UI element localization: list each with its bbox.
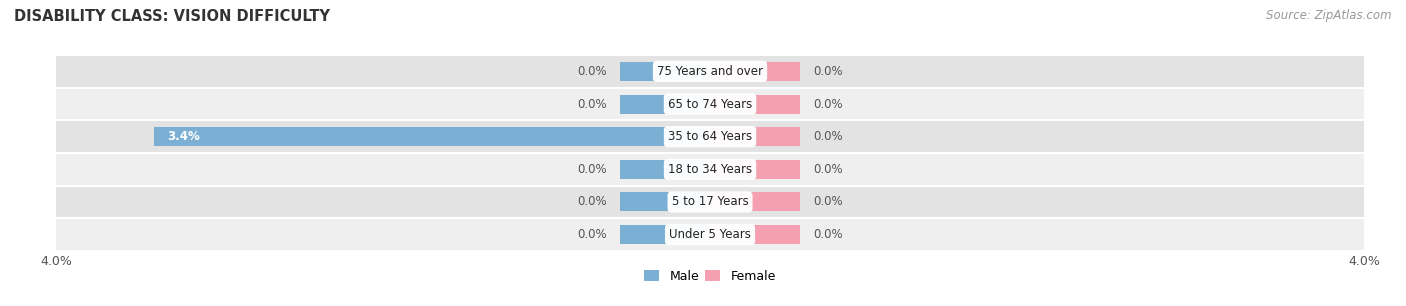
Text: 0.0%: 0.0% [578, 196, 607, 208]
Text: 0.0%: 0.0% [578, 65, 607, 78]
Bar [710, 160, 800, 179]
Text: 18 to 34 Years: 18 to 34 Years [668, 163, 752, 176]
Bar [710, 225, 800, 244]
Text: 5 to 17 Years: 5 to 17 Years [672, 196, 748, 208]
Text: 0.0%: 0.0% [813, 228, 842, 241]
Text: 3.4%: 3.4% [167, 130, 200, 143]
Text: 0.0%: 0.0% [578, 98, 607, 110]
Text: Under 5 Years: Under 5 Years [669, 228, 751, 241]
Bar [56, 153, 1364, 186]
Bar [56, 55, 1364, 88]
Bar [710, 192, 800, 211]
Text: 0.0%: 0.0% [813, 65, 842, 78]
Text: 0.0%: 0.0% [813, 130, 842, 143]
Text: Source: ZipAtlas.com: Source: ZipAtlas.com [1267, 9, 1392, 22]
Bar [620, 95, 710, 114]
Bar [56, 186, 1364, 218]
Bar [56, 218, 1364, 251]
Bar [620, 62, 710, 81]
Text: 0.0%: 0.0% [578, 163, 607, 176]
Legend: Male, Female: Male, Female [640, 265, 780, 288]
Bar [620, 160, 710, 179]
Bar [620, 225, 710, 244]
Bar [710, 95, 800, 114]
Text: 0.0%: 0.0% [813, 98, 842, 110]
Text: 0.0%: 0.0% [578, 228, 607, 241]
Bar [56, 120, 1364, 153]
Bar [155, 127, 710, 146]
Text: 0.0%: 0.0% [813, 196, 842, 208]
Text: 0.0%: 0.0% [813, 163, 842, 176]
Bar [620, 192, 710, 211]
Text: 35 to 64 Years: 35 to 64 Years [668, 130, 752, 143]
Text: 75 Years and over: 75 Years and over [657, 65, 763, 78]
Bar [710, 62, 800, 81]
Bar [56, 88, 1364, 120]
Text: DISABILITY CLASS: VISION DIFFICULTY: DISABILITY CLASS: VISION DIFFICULTY [14, 9, 330, 24]
Bar [710, 127, 800, 146]
Text: 65 to 74 Years: 65 to 74 Years [668, 98, 752, 110]
